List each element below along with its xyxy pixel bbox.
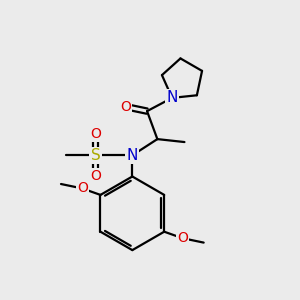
Text: O: O — [90, 169, 101, 184]
Text: O: O — [77, 182, 88, 195]
Text: O: O — [90, 127, 101, 141]
Text: O: O — [177, 231, 188, 245]
Text: O: O — [120, 100, 131, 114]
Text: S: S — [91, 148, 100, 163]
Text: N: N — [127, 148, 138, 163]
Text: N: N — [167, 90, 178, 105]
Text: N: N — [167, 90, 178, 105]
